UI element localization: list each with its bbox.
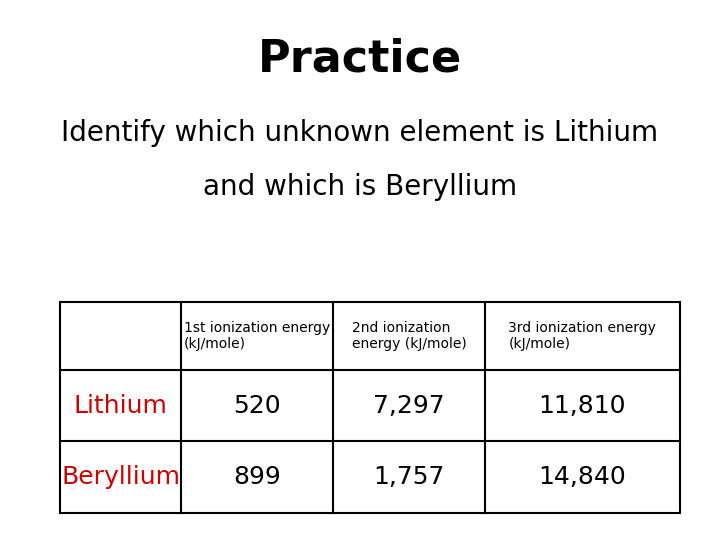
Text: 520: 520 <box>233 394 281 417</box>
Text: 11,810: 11,810 <box>539 394 626 417</box>
Text: 2nd ionization
energy (kJ/mole): 2nd ionization energy (kJ/mole) <box>351 321 467 351</box>
Text: 7,297: 7,297 <box>373 394 445 417</box>
Text: 14,840: 14,840 <box>539 465 626 489</box>
Text: Identify which unknown element is Lithium: Identify which unknown element is Lithiu… <box>61 119 659 147</box>
Text: Lithium: Lithium <box>74 394 168 417</box>
Text: 1,757: 1,757 <box>373 465 445 489</box>
Text: Beryllium: Beryllium <box>61 465 180 489</box>
Text: 899: 899 <box>233 465 281 489</box>
Text: 3rd ionization energy
(kJ/mole): 3rd ionization energy (kJ/mole) <box>508 321 657 351</box>
Text: 1st ionization energy
(kJ/mole): 1st ionization energy (kJ/mole) <box>184 321 330 351</box>
Text: Practice: Practice <box>258 38 462 81</box>
Text: and which is Beryllium: and which is Beryllium <box>203 173 517 201</box>
